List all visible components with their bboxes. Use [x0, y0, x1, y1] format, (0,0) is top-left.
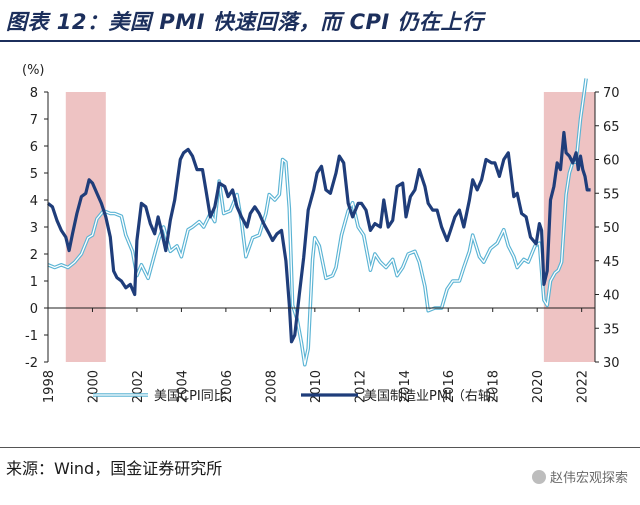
- source-rule: [0, 447, 640, 448]
- y-right-tick-label: 60: [603, 154, 620, 169]
- chart-title: 图表 12：美国 PMI 快速回落，而 CPI 仍在上行: [6, 10, 484, 34]
- series-lines: [47, 78, 591, 367]
- title-rule: [0, 40, 640, 42]
- y-left-tick-label: 8: [30, 86, 38, 101]
- x-tick-label: 2002: [131, 370, 146, 403]
- cpi-line-outline: [47, 78, 588, 367]
- y-right-tick-label: 55: [603, 187, 620, 202]
- y-left-tick-label: 7: [30, 113, 38, 128]
- y-right-tick-label: 30: [603, 356, 620, 371]
- x-tick-label: 2018: [487, 370, 502, 403]
- y-unit-label: (%): [22, 63, 45, 78]
- y-left-tick-label: -1: [25, 329, 38, 344]
- cpi-line: [47, 78, 587, 366]
- y-left-tick-label: 2: [30, 248, 38, 263]
- y-right-tick-label: 45: [603, 255, 620, 270]
- x-tick-label: 2006: [220, 370, 235, 403]
- y-left-tick-label: 1: [30, 275, 38, 290]
- x-tick-label: 2004: [175, 370, 190, 403]
- pmi-line: [47, 130, 591, 344]
- x-tick-label: 2014: [398, 370, 413, 403]
- legend-cpi-label: 美国CPI同比: [154, 389, 227, 404]
- legend-pmi-label: 美国制造业PMI（右轴）: [364, 389, 504, 404]
- y-left-tick-label: 4: [30, 194, 38, 209]
- y-right-tick-label: 70: [603, 86, 620, 101]
- plot-frame: [47, 92, 596, 362]
- wechat-icon: [531, 470, 546, 484]
- y-left-tick-label: 5: [30, 167, 38, 182]
- y-right-tick-label: 65: [603, 120, 620, 135]
- y-left-tick-label: 0: [30, 302, 38, 317]
- shaded-periods: [65, 92, 595, 362]
- title-bar: 图表 12：美国 PMI 快速回落，而 CPI 仍在上行: [0, 0, 640, 40]
- x-tick-label: 1998: [42, 370, 57, 403]
- x-tick-label: 2020: [531, 370, 546, 403]
- y-right-tick-label: 40: [603, 289, 620, 304]
- y-left-tick-label: 6: [30, 140, 38, 155]
- y-left-tick-label: 3: [30, 221, 38, 236]
- x-tick-label: 2000: [86, 370, 101, 403]
- x-tick-label: 2016: [442, 370, 457, 403]
- watermark: 赵伟宏观探索: [531, 467, 628, 486]
- legend: 美国CPI同比 美国制造业PMI（右轴）: [93, 389, 504, 404]
- shaded-period-1: [543, 92, 595, 362]
- y-left-tick-label: -2: [25, 356, 38, 371]
- watermark-text: 赵伟宏观探索: [549, 471, 628, 486]
- x-tick-label: 2022: [576, 370, 591, 403]
- y-right-tick-label: 50: [603, 221, 620, 236]
- source-note: 来源：Wind，国金证券研究所: [6, 459, 223, 478]
- x-tick-label: 2008: [264, 370, 279, 403]
- x-tick-label: 2010: [309, 370, 324, 403]
- shaded-period-0: [65, 92, 106, 362]
- y-right-tick-label: 35: [603, 322, 620, 337]
